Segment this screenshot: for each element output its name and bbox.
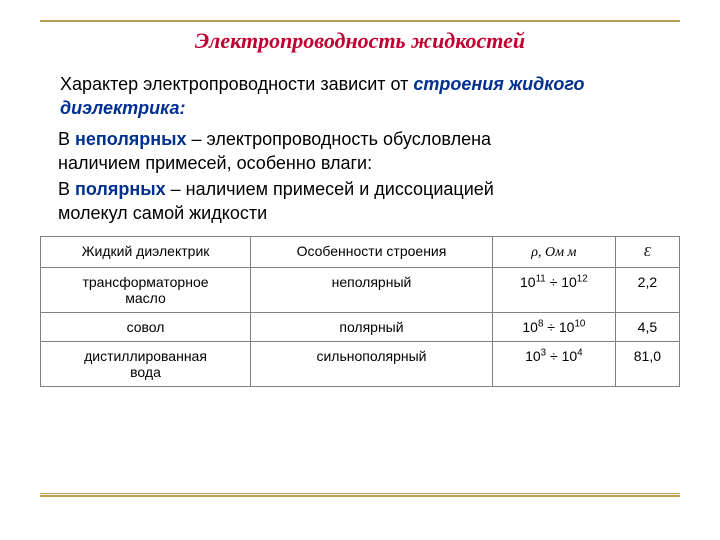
bullet-2-key: полярных: [75, 179, 166, 199]
bottom-rule: [40, 493, 680, 496]
cell-eps: 4,5: [615, 312, 679, 341]
col-header-dielectric: Жидкий диэлектрик: [41, 236, 251, 267]
bullet-1-key: неполярных: [75, 129, 187, 149]
col-header-eps: Ɛ: [615, 236, 679, 267]
bullet-2-line2: молекул самой жидкости: [58, 201, 680, 225]
cell-eps: 2,2: [615, 267, 679, 312]
intro-plain: Характер электропроводности зависит от: [60, 74, 413, 94]
bullet-1-lead: В: [58, 129, 75, 149]
bullet-1-tail1: – электропроводность обусловлена: [187, 129, 492, 149]
cell-eps: 81,0: [615, 341, 679, 386]
table-header-row: Жидкий диэлектрик Особенности строения ρ…: [41, 236, 680, 267]
bullet-2-tail1: – наличием примесей и диссоциацией: [166, 179, 494, 199]
col-header-rho: ρ, Ом м: [492, 236, 615, 267]
rho-unit: , Ом м: [538, 245, 576, 260]
dielectric-table: Жидкий диэлектрик Особенности строения ρ…: [40, 236, 680, 387]
top-rule: [40, 20, 680, 22]
slide-title: Электропроводность жидкостей: [40, 28, 680, 54]
cell-rho: 108 ÷ 1010: [492, 312, 615, 341]
col-header-structure: Особенности строения: [251, 236, 493, 267]
cell-rho: 103 ÷ 104: [492, 341, 615, 386]
cell-rho: 1011 ÷ 1012: [492, 267, 615, 312]
table-row: дистиллированная вода сильнополярный 103…: [41, 341, 680, 386]
bullet-2-line1: В полярных – наличием примесей и диссоци…: [40, 177, 680, 201]
cell-struct: сильнополярный: [251, 341, 493, 386]
eps-symbol: Ɛ: [644, 245, 651, 260]
bullet-1-line1: В неполярных – электропроводность обусло…: [40, 127, 680, 151]
cell-struct: полярный: [251, 312, 493, 341]
rho-symbol: ρ: [531, 245, 538, 260]
bullet-1-line2: наличием примесей, особенно влаги:: [58, 151, 680, 175]
cell-name: трансформаторное масло: [41, 267, 251, 312]
intro-paragraph: Характер электропроводности зависит от с…: [60, 72, 680, 121]
bullet-2-lead: В: [58, 179, 75, 199]
table-row: совол полярный 108 ÷ 1010 4,5: [41, 312, 680, 341]
table-row: трансформаторное масло неполярный 1011 ÷…: [41, 267, 680, 312]
cell-name: совол: [41, 312, 251, 341]
cell-struct: неполярный: [251, 267, 493, 312]
cell-name: дистиллированная вода: [41, 341, 251, 386]
